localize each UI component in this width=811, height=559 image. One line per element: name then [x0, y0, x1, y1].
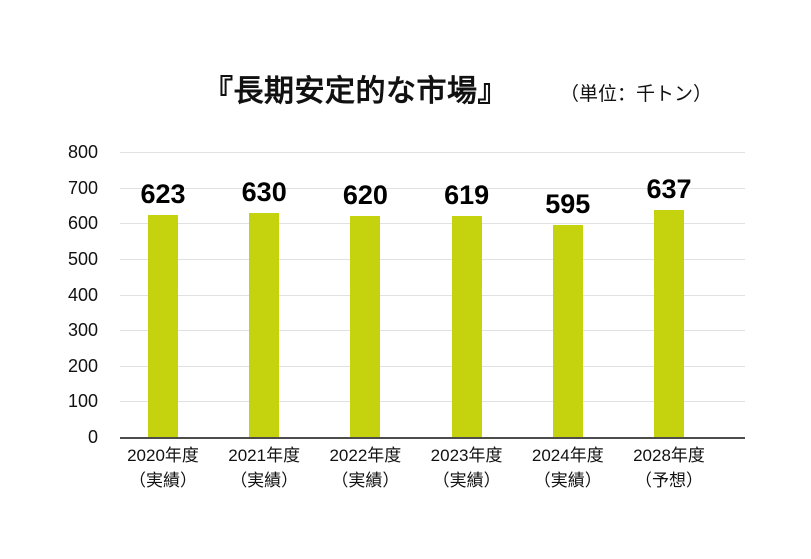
- x-tick-label: 2020年度 （実績）: [103, 443, 223, 493]
- bar-value-label: 623: [140, 179, 186, 210]
- bar: [552, 225, 583, 437]
- bar-value-label: 637: [646, 174, 692, 205]
- x-tick-kind: （実績）: [533, 471, 602, 490]
- gridline: [120, 187, 745, 189]
- gridline: [120, 294, 745, 296]
- bar-value-label: 630: [241, 176, 287, 207]
- bar: [350, 216, 381, 437]
- x-tick-kind: （予想）: [635, 471, 703, 490]
- y-tick-label: 700: [67, 177, 98, 198]
- y-tick-label: 800: [67, 142, 98, 162]
- x-tick-kind: （実績）: [129, 471, 197, 490]
- x-tick-year: 2021年度: [228, 446, 301, 465]
- y-tick-label: 200: [67, 355, 98, 376]
- bar: [451, 216, 482, 437]
- gridline: [120, 223, 745, 225]
- x-tick-year: 2020年度: [127, 446, 199, 465]
- gridline: [120, 258, 745, 260]
- y-tick-label: 600: [67, 213, 98, 234]
- x-tick-label: 2023年度 （実績）: [407, 443, 527, 493]
- x-tick-label: 2028年度 （予想）: [609, 443, 729, 493]
- x-tick-kind: （実績）: [331, 471, 400, 490]
- gridline: [120, 365, 745, 367]
- x-tick-label: 2022年度 （実績）: [305, 443, 425, 493]
- x-tick-year: 2022年度: [329, 446, 402, 465]
- gridline: [120, 401, 745, 403]
- bar: [654, 210, 684, 437]
- y-tick-label: 500: [67, 248, 98, 269]
- bar-value-label: 619: [444, 180, 490, 211]
- x-tick-label: 2021年度 （実績）: [204, 443, 324, 493]
- gridline: [120, 152, 745, 153]
- x-tick-year: 2024年度: [531, 446, 604, 465]
- gridline: [120, 330, 745, 332]
- x-tick-year: 2028年度: [633, 446, 705, 465]
- y-tick-label: 300: [67, 320, 98, 341]
- bar-value-label: 595: [545, 189, 591, 220]
- plot-area: 623 630 620 619 595 637: [120, 152, 745, 439]
- bar: [249, 212, 280, 437]
- x-tick-label: 2024年度 （実績）: [508, 443, 628, 493]
- x-tick-kind: （実績）: [432, 471, 501, 490]
- y-tick-label: 100: [67, 391, 98, 412]
- x-tick-kind: （実績）: [230, 471, 299, 490]
- unit-label: （単位：千トン）: [560, 84, 713, 105]
- bar-value-label: 620: [342, 180, 388, 211]
- y-tick-label: 0: [87, 427, 98, 447]
- y-tick-label: 400: [67, 284, 98, 305]
- x-tick-year: 2023年度: [430, 446, 503, 465]
- chart-title: 『長期安定的な市場』: [203, 75, 508, 108]
- bar: [148, 215, 178, 437]
